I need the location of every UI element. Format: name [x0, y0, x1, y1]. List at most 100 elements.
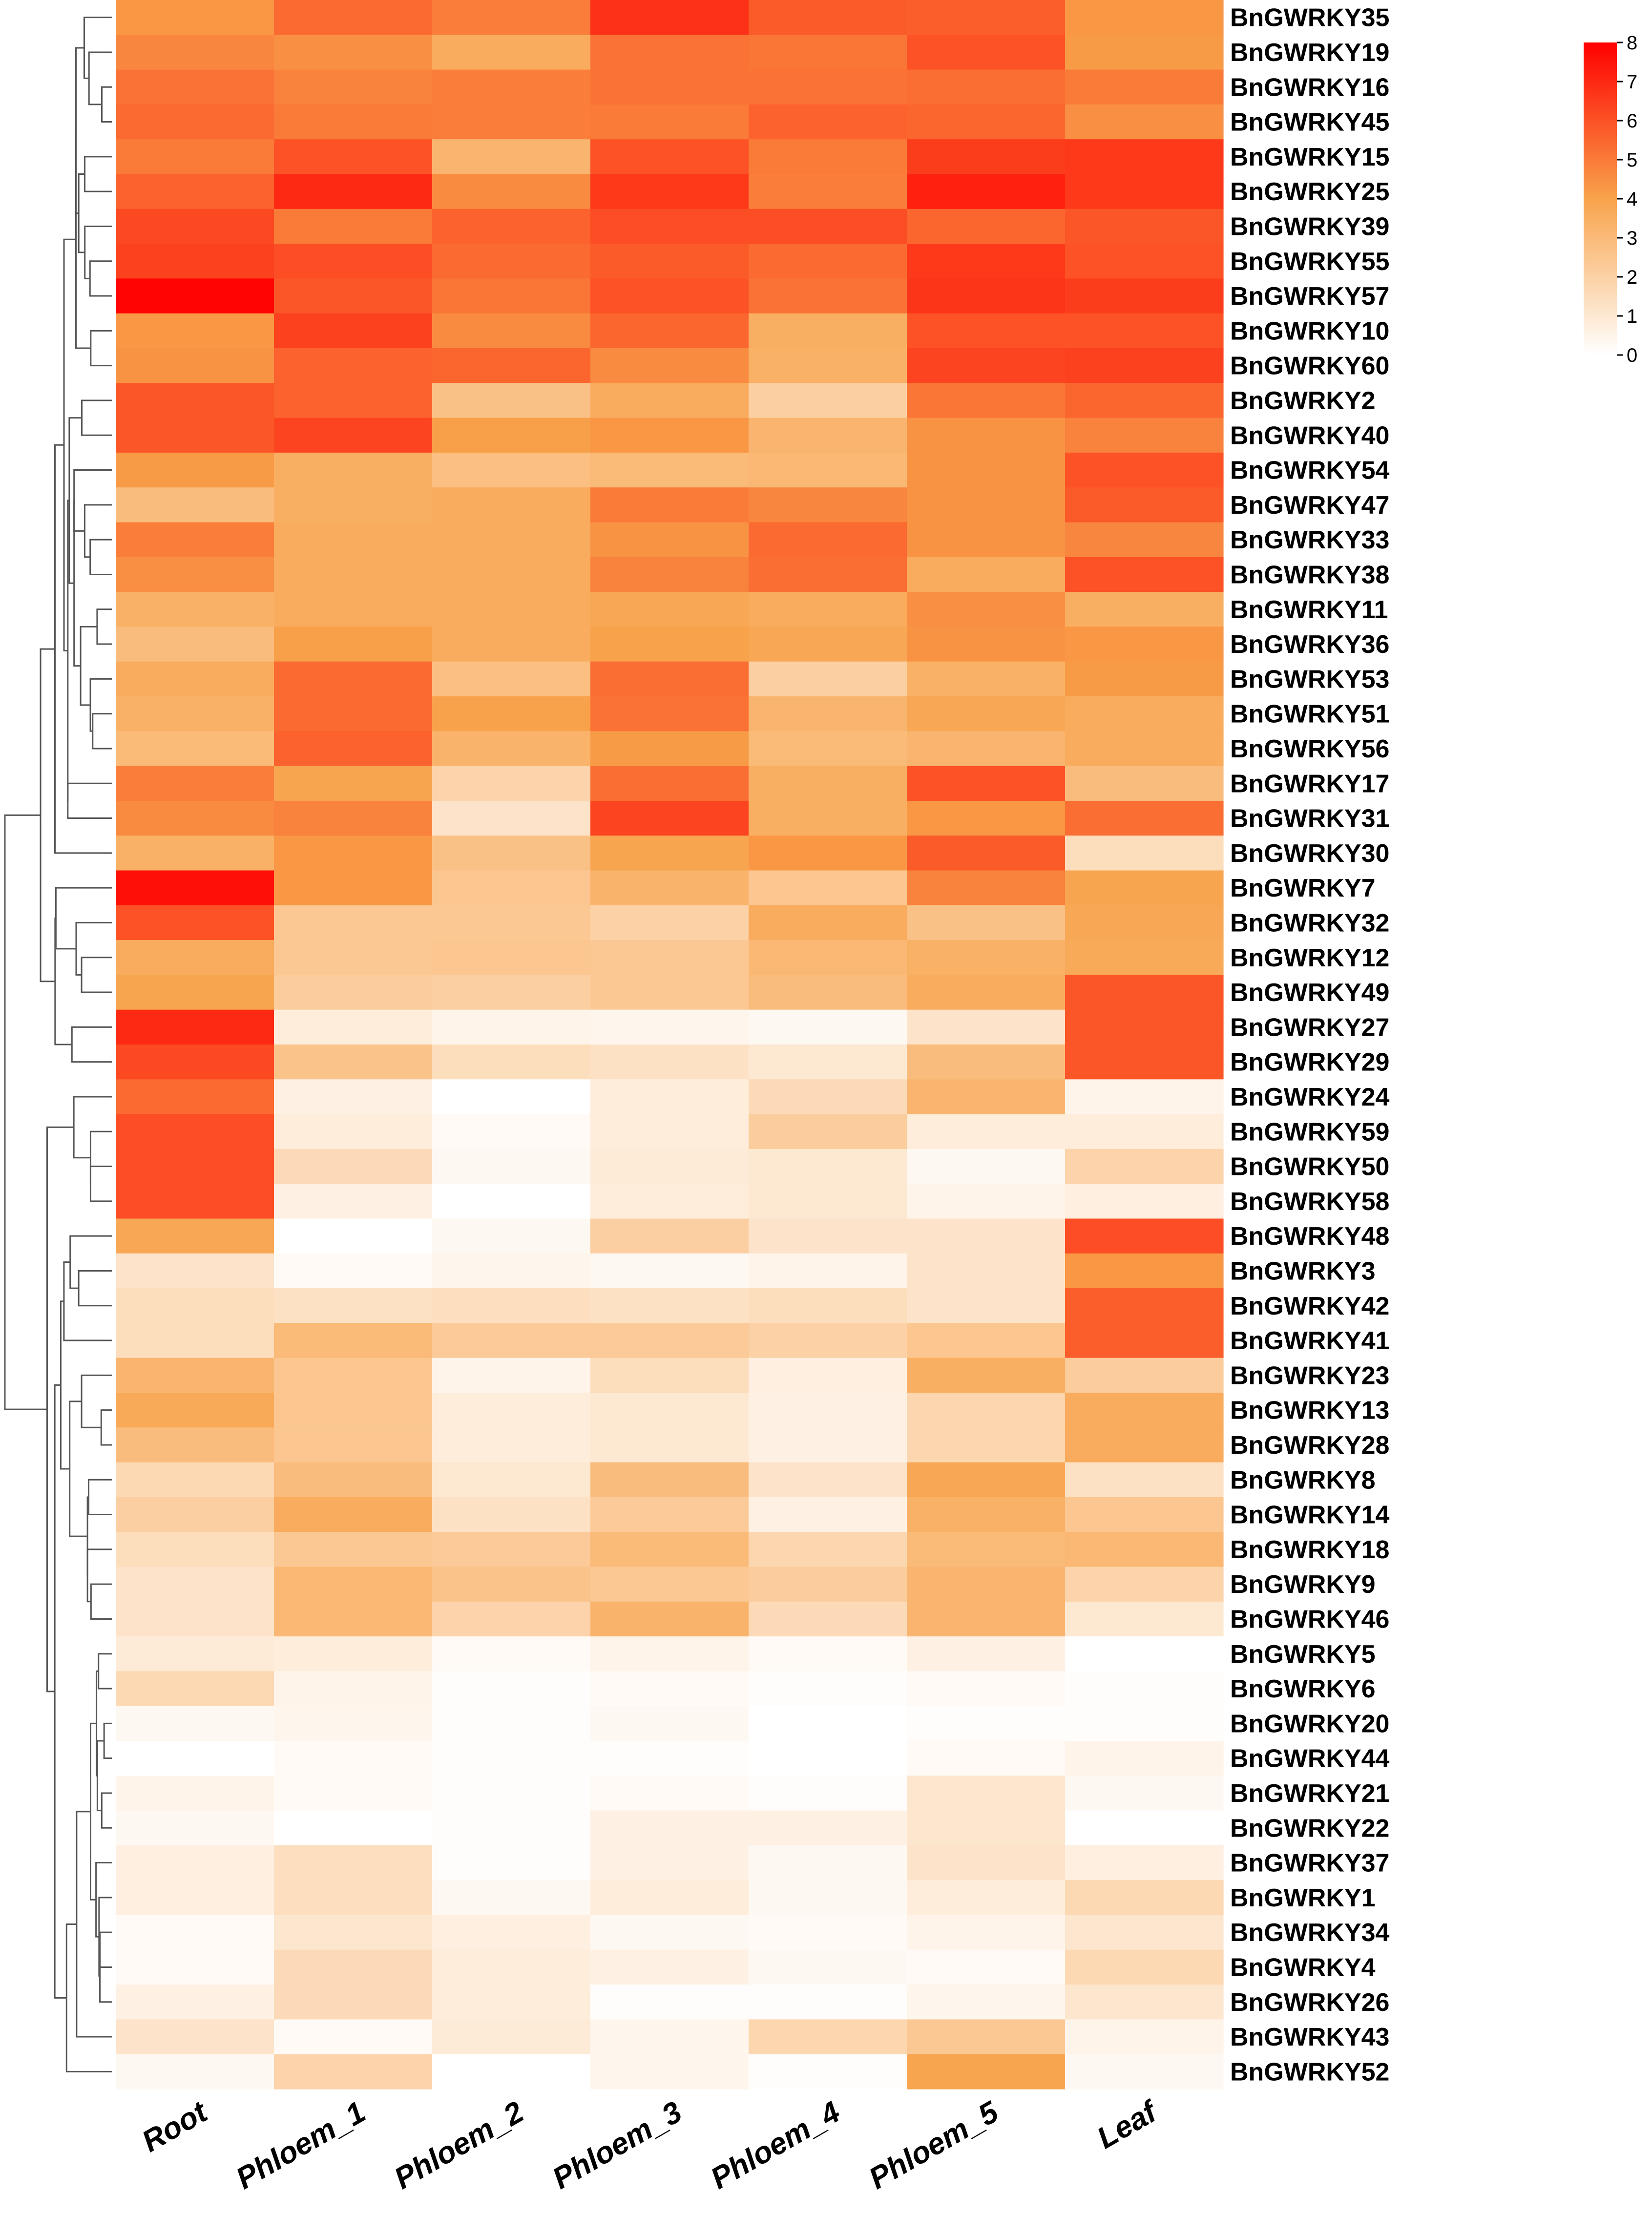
heatmap-cell	[749, 696, 907, 731]
dendrogram-branch	[54, 1384, 67, 1999]
heatmap-cell	[116, 800, 274, 836]
heatmap-cell	[274, 1636, 433, 1672]
heatmap-cell	[907, 1497, 1066, 1532]
heatmap-cell	[907, 104, 1066, 140]
heatmap-cell	[432, 1288, 591, 1323]
dendrogram-branch	[55, 887, 112, 950]
heatmap-cell	[907, 1045, 1066, 1080]
colorbar-tick-label: 1	[1627, 306, 1637, 327]
heatmap-cell	[274, 1601, 433, 1637]
heatmap-cell	[907, 1149, 1066, 1184]
heatmap-cell	[274, 766, 433, 801]
heatmap-cell	[590, 1845, 749, 1881]
heatmap-cell	[274, 452, 433, 488]
dendrogram-branch	[89, 1722, 97, 1901]
heatmap-cell	[590, 313, 749, 349]
dendrogram-branch	[78, 173, 85, 253]
heatmap-cell	[116, 522, 274, 558]
heatmap-cell	[749, 1810, 907, 1846]
heatmap-cell	[1065, 2054, 1224, 2090]
heatmap-cell	[432, 1810, 591, 1846]
dendrogram-branch	[98, 1897, 112, 1977]
heatmap-cell	[1065, 975, 1224, 1010]
heatmap-cell	[274, 383, 433, 418]
heatmap-cell	[907, 522, 1066, 558]
heatmap-cell	[590, 696, 749, 731]
heatmap-cell	[749, 522, 907, 558]
heatmap-cell	[1065, 905, 1224, 940]
heatmap-cell	[432, 1149, 591, 1184]
heatmap-cell	[116, 836, 274, 871]
heatmap-cell	[907, 1671, 1066, 1707]
heatmap-cell	[907, 278, 1066, 314]
heatmap-cell	[590, 244, 749, 279]
heatmap-cell	[274, 731, 433, 767]
heatmap-cell	[1065, 452, 1224, 488]
heatmap-cell	[432, 139, 591, 175]
colorbar-tick-label: 6	[1627, 110, 1637, 132]
heatmap-cell	[274, 348, 433, 383]
heatmap-cell	[907, 2054, 1066, 2090]
heatmap-cell	[590, 1741, 749, 1776]
dendrogram-branch	[63, 1261, 112, 1341]
heatmap-cell	[1065, 1671, 1224, 1707]
heatmap-cell	[432, 1358, 591, 1393]
heatmap-cell	[432, 244, 591, 279]
row-label: BnGWRKY15	[1230, 143, 1389, 171]
heatmap-cell	[749, 1880, 907, 1916]
heatmap-cell	[432, 2019, 591, 2055]
heatmap-cell	[1065, 418, 1224, 453]
heatmap-cell	[116, 1323, 274, 1358]
heatmap-cell	[907, 1949, 1066, 1985]
heatmap-cell	[590, 731, 749, 767]
heatmap-cell	[432, 487, 591, 523]
row-label: BnGWRKY37	[1230, 1849, 1389, 1878]
dendrogram-branch	[103, 1722, 112, 1759]
row-labels: BnGWRKY35 BnGWRKY19 BnGWRKY16 BnGWRKY45 BnGW…	[1230, 4, 1390, 2087]
heatmap-cell	[907, 139, 1066, 175]
row-label: BnGWRKY55	[1230, 248, 1389, 276]
heatmap-cell	[590, 139, 749, 175]
heatmap-cell	[907, 1776, 1066, 1811]
heatmap-cell	[116, 2019, 274, 2055]
column-label: Leaf	[1091, 2094, 1165, 2155]
heatmap-cell	[274, 487, 433, 523]
heatmap-cell	[590, 836, 749, 871]
heatmap-cell	[116, 1427, 274, 1463]
heatmap-cell	[1065, 244, 1224, 279]
row-label: BnGWRKY41	[1230, 1327, 1389, 1355]
heatmap-cell	[274, 1218, 433, 1254]
heatmap-cell	[749, 313, 907, 349]
heatmap-cell	[1065, 800, 1224, 836]
heatmap-cell	[749, 278, 907, 314]
heatmap-cell	[274, 1915, 433, 1950]
heatmap-cell	[590, 383, 749, 418]
heatmap-cell	[116, 278, 274, 314]
heatmap-cell	[1065, 731, 1224, 767]
heatmap-cell	[590, 104, 749, 140]
heatmap-cell	[1065, 870, 1224, 906]
heatmap-cell	[907, 0, 1066, 35]
heatmap-cell	[274, 1567, 433, 1602]
heatmap-cell	[907, 1636, 1066, 1672]
row-label: BnGWRKY22	[1230, 1814, 1389, 1842]
dendrogram-branch	[89, 678, 112, 732]
heatmap-cell	[749, 348, 907, 383]
heatmap-cell	[1065, 1601, 1224, 1637]
heatmap-cell	[907, 766, 1066, 801]
colorbar-ticks: 0 1 2 3 4 5 6 7 8	[1617, 32, 1637, 366]
heatmap-cell	[116, 104, 274, 140]
heatmap-cell	[590, 1949, 749, 1985]
heatmap-cell	[116, 1949, 274, 1985]
row-label: BnGWRKY44	[1230, 1745, 1390, 1773]
heatmap-cell	[1065, 1915, 1224, 1950]
heatmap-cell	[907, 975, 1066, 1010]
heatmap-cell	[1065, 1810, 1224, 1846]
heatmap-cell	[1065, 1845, 1224, 1881]
heatmap-cell	[749, 244, 907, 279]
row-label: BnGWRKY19	[1230, 39, 1389, 67]
row-label: BnGWRKY13	[1230, 1397, 1389, 1425]
heatmap-cell	[1065, 1045, 1224, 1080]
heatmap-cell	[749, 1636, 907, 1672]
heatmap-cell	[432, 313, 591, 349]
